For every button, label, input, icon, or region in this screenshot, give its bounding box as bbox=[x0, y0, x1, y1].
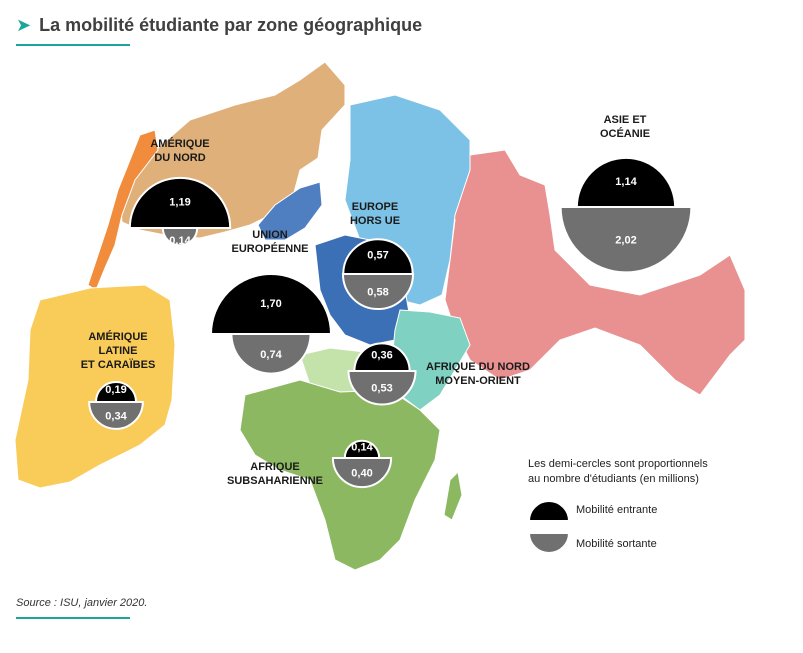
legend-symbols bbox=[527, 500, 571, 554]
outgoing-semicircle-europe-hors-ue bbox=[341, 273, 415, 310]
outgoing-semicircle-amerique-du-nord bbox=[161, 227, 199, 247]
region-label-afrique-nord: AFRIQUE DU NORD MOYEN-ORIENT bbox=[426, 361, 530, 387]
legend-outgoing-label: Mobilité sortante bbox=[576, 538, 657, 550]
bubbles-layer: 1,19 0,14 0,19 0,34 1,70 0,74 0,57 0,58 1,14 2,02… bbox=[88, 156, 693, 489]
region-label-amerique-du-nord: AMÉRIQUE DU NORD bbox=[150, 138, 210, 164]
outgoing-value-amerique-latine: 0,34 bbox=[105, 410, 127, 422]
outgoing-value-europe-hors-ue: 0,58 bbox=[367, 287, 388, 299]
title-underline bbox=[16, 44, 130, 46]
region-shape-amerique-latine bbox=[14, 284, 176, 489]
incoming-semicircle-union-europeenne bbox=[210, 273, 332, 335]
legend-incoming-symbol bbox=[527, 500, 571, 522]
legend-incoming-label: Mobilité entrante bbox=[576, 504, 658, 516]
legend-outgoing: Mobilité sortante bbox=[528, 532, 657, 556]
region-shape-greenland bbox=[257, 181, 323, 241]
incoming-semicircle-afrique-sub bbox=[343, 439, 381, 459]
incoming-value-afrique-nord: 0,36 bbox=[371, 350, 392, 362]
source-note: Source : ISU, janvier 2020. bbox=[16, 597, 148, 609]
region-label-afrique-sub: AFRIQUE SUBSAHARIENNE bbox=[227, 461, 323, 487]
incoming-value-afrique-sub: 0,14 bbox=[351, 441, 373, 453]
title-arrow-icon: ➤ bbox=[16, 15, 32, 35]
outgoing-value-amerique-du-nord: 0,14 bbox=[169, 235, 191, 247]
outgoing-semicircle-afrique-sub bbox=[331, 457, 393, 489]
chart-title: ➤ La mobilité étudiante par zone géograp… bbox=[16, 12, 422, 38]
legend-incoming: Mobilité entrante bbox=[528, 498, 657, 522]
incoming-value-asie-oceanie: 1,14 bbox=[615, 176, 637, 188]
region-label-union-europeenne: UNION EUROPÉENNE bbox=[231, 229, 309, 255]
incoming-value-amerique-latine: 0,19 bbox=[105, 384, 126, 396]
incoming-semicircle-amerique-du-nord bbox=[128, 177, 232, 229]
region-label-amerique-latine: AMÉRIQUE LATINE ET CARAÏBES bbox=[80, 331, 156, 371]
outgoing-semicircle-amerique-latine bbox=[88, 401, 144, 430]
title-text: La mobilité étudiante par zone géographi… bbox=[39, 14, 423, 35]
outgoing-value-union-europeenne: 0,74 bbox=[260, 349, 282, 361]
incoming-semicircle-afrique-nord bbox=[353, 342, 411, 372]
outgoing-value-afrique-sub: 0,40 bbox=[351, 468, 372, 480]
outgoing-value-afrique-nord: 0,53 bbox=[371, 383, 392, 395]
outgoing-semicircle-union-europeenne bbox=[230, 333, 312, 375]
legend-outgoing-symbol bbox=[527, 532, 571, 554]
region-shape-central-america bbox=[87, 129, 159, 291]
incoming-value-union-europeenne: 1,70 bbox=[260, 298, 281, 310]
legend-note: Les demi-cercles sont proportionnels au … bbox=[528, 458, 708, 485]
incoming-semicircle-europe-hors-ue bbox=[342, 238, 414, 275]
incoming-semicircle-asie-oceanie bbox=[575, 156, 677, 208]
incoming-value-europe-hors-ue: 0,57 bbox=[367, 249, 388, 261]
source-underline bbox=[16, 617, 130, 619]
region-shape-madagascar bbox=[443, 470, 463, 521]
region-label-europe-hors-ue: EUROPE HORS UE bbox=[349, 201, 401, 227]
region-label-asie-oceanie: ASIE ET OCÉANIE bbox=[599, 114, 651, 140]
incoming-value-amerique-du-nord: 1,19 bbox=[169, 196, 190, 208]
outgoing-semicircle-afrique-nord bbox=[347, 370, 417, 406]
incoming-semicircle-amerique-latine bbox=[94, 381, 138, 403]
outgoing-semicircle-asie-oceanie bbox=[559, 206, 693, 274]
outgoing-value-asie-oceanie: 2,02 bbox=[615, 235, 636, 247]
